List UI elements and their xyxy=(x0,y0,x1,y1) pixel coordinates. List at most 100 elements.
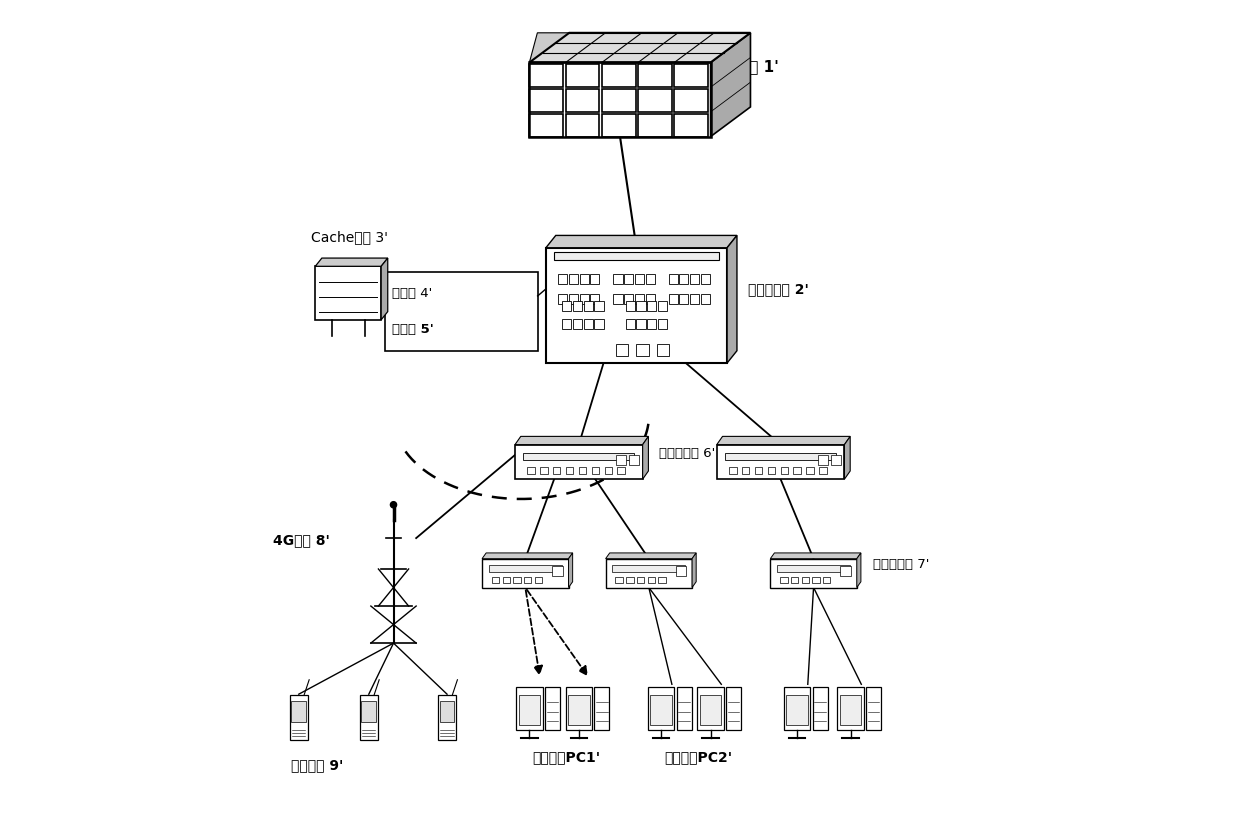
Bar xyxy=(525,577,532,583)
Bar xyxy=(725,453,836,460)
Bar xyxy=(639,114,672,137)
Bar xyxy=(291,701,306,722)
Bar xyxy=(801,577,808,583)
Polygon shape xyxy=(568,553,573,587)
Bar xyxy=(565,114,599,137)
Bar xyxy=(565,89,599,112)
Bar xyxy=(546,686,560,729)
Bar xyxy=(569,274,578,284)
Polygon shape xyxy=(692,553,696,587)
Bar xyxy=(780,577,787,583)
Bar xyxy=(837,686,864,729)
Bar xyxy=(651,695,672,725)
Bar xyxy=(839,695,862,725)
Bar xyxy=(624,274,634,284)
Bar xyxy=(626,301,635,311)
Bar xyxy=(554,252,719,260)
Bar xyxy=(823,577,831,583)
Bar xyxy=(489,565,562,572)
Text: 防火墙 1': 防火墙 1' xyxy=(732,59,779,74)
Bar xyxy=(590,294,599,304)
Bar xyxy=(647,577,655,583)
Bar xyxy=(558,294,568,304)
Bar xyxy=(630,455,640,465)
Bar xyxy=(568,695,589,725)
Bar xyxy=(518,695,541,725)
Bar xyxy=(867,686,882,729)
Bar xyxy=(639,89,672,112)
Bar xyxy=(658,301,667,311)
Bar xyxy=(812,686,827,729)
Text: 4G基站 8': 4G基站 8' xyxy=(273,533,330,547)
Bar xyxy=(529,63,711,137)
Bar xyxy=(680,294,688,304)
Bar xyxy=(541,467,548,474)
Bar xyxy=(646,274,655,284)
Bar xyxy=(618,467,625,474)
Bar xyxy=(579,274,589,284)
Bar xyxy=(626,319,635,329)
Bar xyxy=(699,695,722,725)
Bar xyxy=(791,577,799,583)
Bar xyxy=(841,566,851,576)
Bar xyxy=(523,453,635,460)
Bar xyxy=(534,577,542,583)
Polygon shape xyxy=(711,33,750,137)
Bar xyxy=(579,467,587,474)
Bar xyxy=(573,301,582,311)
Bar xyxy=(601,64,636,87)
Bar xyxy=(717,445,844,479)
Text: 汇聚交换机 6': 汇聚交换机 6' xyxy=(660,447,715,460)
Bar xyxy=(590,274,599,284)
Bar xyxy=(558,274,568,284)
Bar xyxy=(492,577,500,583)
Bar xyxy=(386,272,538,351)
Bar xyxy=(636,344,649,356)
Bar xyxy=(565,686,591,729)
Bar xyxy=(529,114,563,137)
Bar xyxy=(658,577,666,583)
Bar xyxy=(513,577,521,583)
Bar xyxy=(563,301,572,311)
Bar xyxy=(770,559,857,587)
Bar xyxy=(573,319,582,329)
Bar xyxy=(647,301,656,311)
Bar xyxy=(806,467,813,474)
Bar xyxy=(677,686,692,729)
Polygon shape xyxy=(675,33,715,63)
Polygon shape xyxy=(605,553,696,559)
Polygon shape xyxy=(717,436,851,445)
Polygon shape xyxy=(482,553,573,559)
Bar xyxy=(584,301,593,311)
Bar xyxy=(635,274,644,284)
Bar xyxy=(565,467,573,474)
Bar xyxy=(639,64,672,87)
Bar xyxy=(647,319,656,329)
Bar xyxy=(361,701,376,722)
Bar xyxy=(675,89,708,112)
Bar xyxy=(440,701,454,722)
Text: 联网设备PC2': 联网设备PC2' xyxy=(665,750,733,764)
Bar xyxy=(701,274,709,284)
Bar xyxy=(616,455,626,465)
Polygon shape xyxy=(529,33,750,63)
Bar xyxy=(584,319,593,329)
Bar xyxy=(605,467,613,474)
Bar xyxy=(594,319,604,329)
Bar xyxy=(552,566,563,576)
Bar xyxy=(579,294,589,304)
Bar xyxy=(601,89,636,112)
Bar xyxy=(502,577,510,583)
Bar xyxy=(646,294,655,304)
Bar xyxy=(613,565,686,572)
Bar xyxy=(527,467,534,474)
Bar xyxy=(689,294,699,304)
Polygon shape xyxy=(315,258,388,266)
Bar xyxy=(689,274,699,284)
Bar xyxy=(594,686,609,729)
Bar xyxy=(781,467,787,474)
Bar xyxy=(697,686,724,729)
Bar xyxy=(601,114,636,137)
Bar xyxy=(794,467,801,474)
Bar xyxy=(594,301,604,311)
